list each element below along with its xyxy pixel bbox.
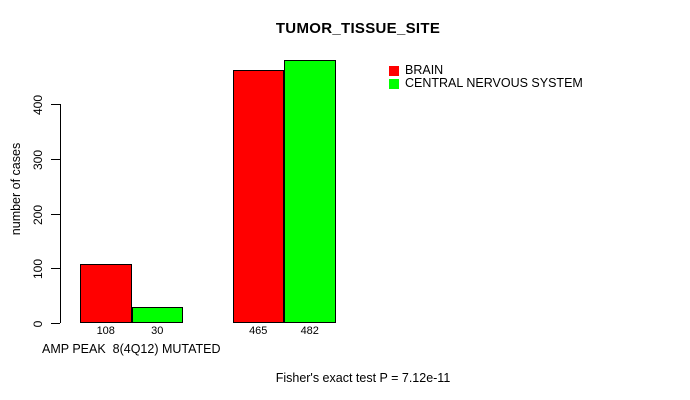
bar-value-label: 465: [249, 325, 268, 337]
y-axis-tick-label: 400: [31, 94, 45, 115]
bar-brain-group1: [80, 264, 132, 323]
y-axis-tick: [51, 323, 60, 324]
y-axis-tick-label: 100: [31, 258, 45, 279]
x-axis-label: AMP PEAK 8(4Q12) MUTATED: [42, 342, 221, 356]
bar-value-label: 108: [96, 325, 115, 337]
legend-item-label: CENTRAL NERVOUS SYSTEM: [405, 76, 583, 90]
legend-item-label: BRAIN: [405, 63, 444, 77]
y-axis-tick: [51, 214, 60, 215]
bar-value-label: 30: [151, 325, 164, 337]
legend-item: CENTRAL NERVOUS SYSTEM: [389, 77, 583, 90]
bar-value-label: 482: [300, 325, 319, 337]
y-axis-title: number of cases: [9, 142, 23, 236]
y-axis-tick-label: 0: [31, 320, 45, 327]
y-axis-tick: [51, 268, 60, 269]
bar-central-nervous-system-group2: [284, 60, 336, 323]
y-axis-tick-label: 300: [31, 149, 45, 170]
chart-title: TUMOR_TISSUE_SITE: [275, 20, 441, 37]
legend: BRAIN CENTRAL NERVOUS SYSTEM: [389, 64, 583, 90]
annotation-fisher-test: Fisher's exact test P = 7.12e-11: [275, 371, 451, 385]
bar-brain-group2: [232, 70, 284, 323]
legend-color-swatch: [389, 78, 399, 89]
y-axis-tick: [51, 159, 60, 160]
bar-central-nervous-system-group1: [131, 307, 183, 323]
y-axis-tick: [51, 104, 60, 105]
legend-item: BRAIN: [389, 64, 583, 77]
y-axis-tick-label: 200: [31, 204, 45, 225]
legend-color-swatch: [389, 65, 399, 76]
y-axis-line: [60, 104, 61, 323]
